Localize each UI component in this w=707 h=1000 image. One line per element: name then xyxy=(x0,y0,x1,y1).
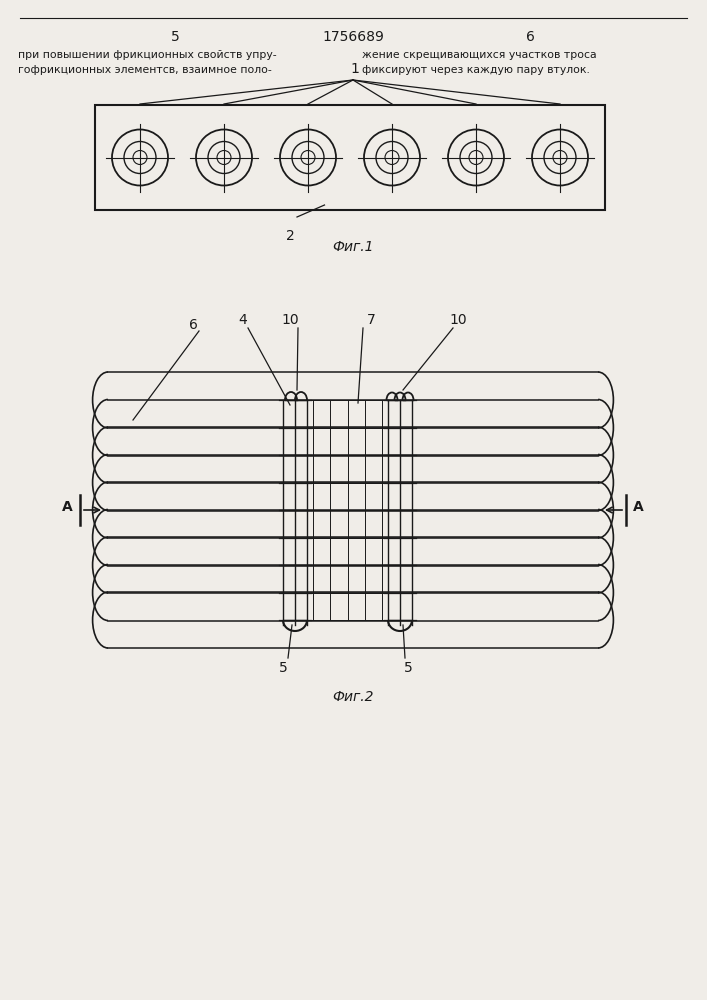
Text: жение скрещивающихся участков троса
фиксируют через каждую пару втулок.: жение скрещивающихся участков троса фикс… xyxy=(362,50,597,75)
Bar xyxy=(95,105,605,210)
Text: 1: 1 xyxy=(351,62,359,76)
Text: A: A xyxy=(633,500,644,514)
Text: 6: 6 xyxy=(525,30,534,44)
Text: при повышении фрикционных свойств упру-
гофрикционных элементcв, взаимное поло-: при повышении фрикционных свойств упру- … xyxy=(18,50,276,75)
Text: 5: 5 xyxy=(404,661,412,675)
Text: 5: 5 xyxy=(170,30,180,44)
Text: 7: 7 xyxy=(367,313,375,327)
Text: 2: 2 xyxy=(286,229,294,243)
Text: A: A xyxy=(62,500,73,514)
Text: 1756689: 1756689 xyxy=(322,30,384,44)
Text: 6: 6 xyxy=(189,318,197,332)
Text: 4: 4 xyxy=(239,313,247,327)
Text: 5: 5 xyxy=(279,661,287,675)
Text: Фиг.2: Фиг.2 xyxy=(332,690,374,704)
Text: 10: 10 xyxy=(281,313,299,327)
Text: 10: 10 xyxy=(449,313,467,327)
Text: Фиг.1: Фиг.1 xyxy=(332,240,374,254)
